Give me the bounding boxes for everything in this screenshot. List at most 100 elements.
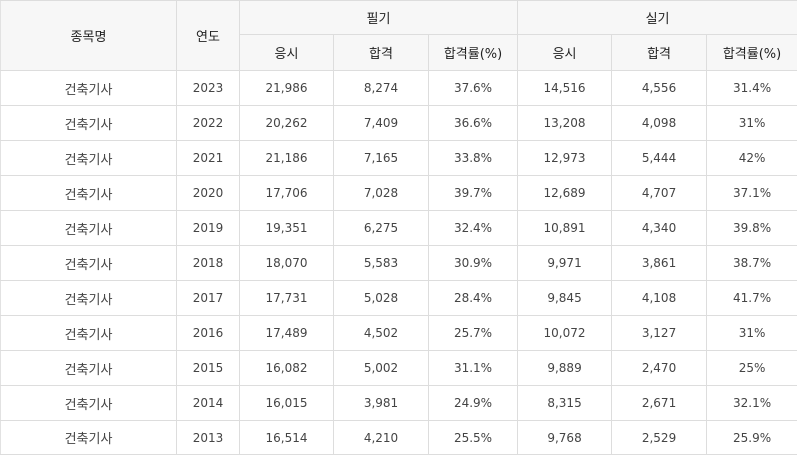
cell-written-passed: 5,002 <box>333 350 429 386</box>
cell-practical-applicants: 9,889 <box>517 350 613 386</box>
cell-year: 2020 <box>176 175 240 211</box>
cell-practical-passed: 4,098 <box>611 105 708 141</box>
cell-practical-applicants: 9,971 <box>517 245 613 281</box>
cell-year: 2016 <box>176 315 240 351</box>
cell-written-pass-rate: 33.8% <box>427 140 519 176</box>
cell-practical-applicants: 8,315 <box>517 385 613 421</box>
cell-practical-pass-rate: 25% <box>706 350 797 386</box>
table-header: 종목명 연도 필기 실기 응시 합격 합격률(%) 응시 합격 합격률(%) <box>0 0 797 71</box>
cell-practical-applicants: 10,891 <box>517 210 613 246</box>
cell-name: 건축기사 <box>0 280 177 316</box>
cell-written-applicants: 18,070 <box>239 245 334 281</box>
cell-written-applicants: 16,082 <box>239 350 334 386</box>
cell-written-pass-rate: 36.6% <box>427 105 519 141</box>
header-year: 연도 <box>176 0 240 71</box>
cell-written-pass-rate: 25.5% <box>427 420 519 455</box>
table-row: 건축기사 2020 17,706 7,028 39.7% 12,689 4,707 37.1% <box>0 175 797 211</box>
cell-practical-applicants: 9,845 <box>517 280 613 316</box>
cell-written-applicants: 21,986 <box>239 70 334 106</box>
cell-practical-pass-rate: 32.1% <box>706 385 797 421</box>
header-practical-applicants: 응시 <box>517 34 613 71</box>
cell-written-passed: 6,275 <box>333 210 429 246</box>
cell-year: 2022 <box>176 105 240 141</box>
cell-practical-passed: 3,861 <box>611 245 708 281</box>
table-row: 건축기사 2023 21,986 8,274 37.6% 14,516 4,556 31.4% <box>0 70 797 106</box>
cell-written-pass-rate: 39.7% <box>427 175 519 211</box>
cell-written-applicants: 17,706 <box>239 175 334 211</box>
cell-practical-pass-rate: 38.7% <box>706 245 797 281</box>
header-row-groups: 종목명 연도 필기 실기 <box>0 0 797 71</box>
cell-year: 2019 <box>176 210 240 246</box>
cell-practical-pass-rate: 31% <box>706 105 797 141</box>
cell-practical-passed: 4,340 <box>611 210 708 246</box>
cell-practical-passed: 2,529 <box>611 420 708 455</box>
cell-written-pass-rate: 24.9% <box>427 385 519 421</box>
cell-practical-applicants: 14,516 <box>517 70 613 106</box>
cell-practical-passed: 4,556 <box>611 70 708 106</box>
cell-written-passed: 8,274 <box>333 70 429 106</box>
header-practical-passed: 합격 <box>611 34 708 71</box>
cell-written-passed: 4,502 <box>333 315 429 351</box>
header-practical-pass-rate: 합격률(%) <box>706 34 797 71</box>
cell-practical-passed: 2,470 <box>611 350 708 386</box>
cell-year: 2023 <box>176 70 240 106</box>
cell-written-applicants: 20,262 <box>239 105 334 141</box>
cell-written-passed: 4,210 <box>333 420 429 455</box>
table-row: 건축기사 2015 16,082 5,002 31.1% 9,889 2,470 25% <box>0 350 797 386</box>
cell-written-passed: 7,165 <box>333 140 429 176</box>
cell-practical-applicants: 13,208 <box>517 105 613 141</box>
cell-written-pass-rate: 30.9% <box>427 245 519 281</box>
cell-written-passed: 5,028 <box>333 280 429 316</box>
cell-name: 건축기사 <box>0 385 177 421</box>
cell-practical-applicants: 10,072 <box>517 315 613 351</box>
cell-practical-pass-rate: 42% <box>706 140 797 176</box>
table-row: 건축기사 2013 16,514 4,210 25.5% 9,768 2,529 25.9% <box>0 420 797 455</box>
table-row: 건축기사 2018 18,070 5,583 30.9% 9,971 3,861 38.7% <box>0 245 797 281</box>
cell-practical-pass-rate: 39.8% <box>706 210 797 246</box>
cell-name: 건축기사 <box>0 350 177 386</box>
cell-name: 건축기사 <box>0 245 177 281</box>
header-written-passed: 합격 <box>333 34 429 71</box>
cell-written-passed: 3,981 <box>333 385 429 421</box>
cell-written-applicants: 16,015 <box>239 385 334 421</box>
cell-year: 2021 <box>176 140 240 176</box>
cell-year: 2018 <box>176 245 240 281</box>
cell-year: 2013 <box>176 420 240 455</box>
cell-written-passed: 7,028 <box>333 175 429 211</box>
header-row-columns: 응시 합격 합격률(%) 응시 합격 합격률(%) <box>1 34 797 71</box>
table-row: 건축기사 2016 17,489 4,502 25.7% 10,072 3,127 31% <box>0 315 797 351</box>
cell-written-applicants: 21,186 <box>239 140 334 176</box>
cell-practical-passed: 5,444 <box>611 140 708 176</box>
header-written: 필기 <box>238 0 519 35</box>
cell-practical-passed: 4,108 <box>611 280 708 316</box>
cell-name: 건축기사 <box>0 70 177 106</box>
table-row: 건축기사 2019 19,351 6,275 32.4% 10,891 4,340 39.8% <box>0 210 797 246</box>
cell-name: 건축기사 <box>0 175 177 211</box>
cell-name: 건축기사 <box>0 210 177 246</box>
cell-practical-applicants: 12,689 <box>517 175 613 211</box>
table-row: 건축기사 2021 21,186 7,165 33.8% 12,973 5,444 42% <box>0 140 797 176</box>
cell-name: 건축기사 <box>0 420 177 455</box>
cell-practical-pass-rate: 25.9% <box>706 420 797 455</box>
cell-name: 건축기사 <box>0 315 177 351</box>
cell-written-applicants: 17,489 <box>239 315 334 351</box>
cell-written-pass-rate: 28.4% <box>427 280 519 316</box>
table-row: 건축기사 2017 17,731 5,028 28.4% 9,845 4,108 41.7% <box>0 280 797 316</box>
cell-written-passed: 7,409 <box>333 105 429 141</box>
table-row: 건축기사 2022 20,262 7,409 36.6% 13,208 4,098 31% <box>0 105 797 141</box>
cell-practical-passed: 3,127 <box>611 315 708 351</box>
header-written-pass-rate: 합격률(%) <box>427 34 519 71</box>
cell-written-pass-rate: 37.6% <box>427 70 519 106</box>
cell-written-applicants: 16,514 <box>239 420 334 455</box>
cell-name: 건축기사 <box>0 105 177 141</box>
cell-year: 2014 <box>176 385 240 421</box>
table-row: 건축기사 2014 16,015 3,981 24.9% 8,315 2,671 32.1% <box>0 385 797 421</box>
cell-practical-applicants: 12,973 <box>517 140 613 176</box>
cell-year: 2017 <box>176 280 240 316</box>
cell-written-applicants: 17,731 <box>239 280 334 316</box>
cell-practical-pass-rate: 31% <box>706 315 797 351</box>
cell-written-applicants: 19,351 <box>239 210 334 246</box>
cell-year: 2015 <box>176 350 240 386</box>
cell-practical-pass-rate: 31.4% <box>706 70 797 106</box>
